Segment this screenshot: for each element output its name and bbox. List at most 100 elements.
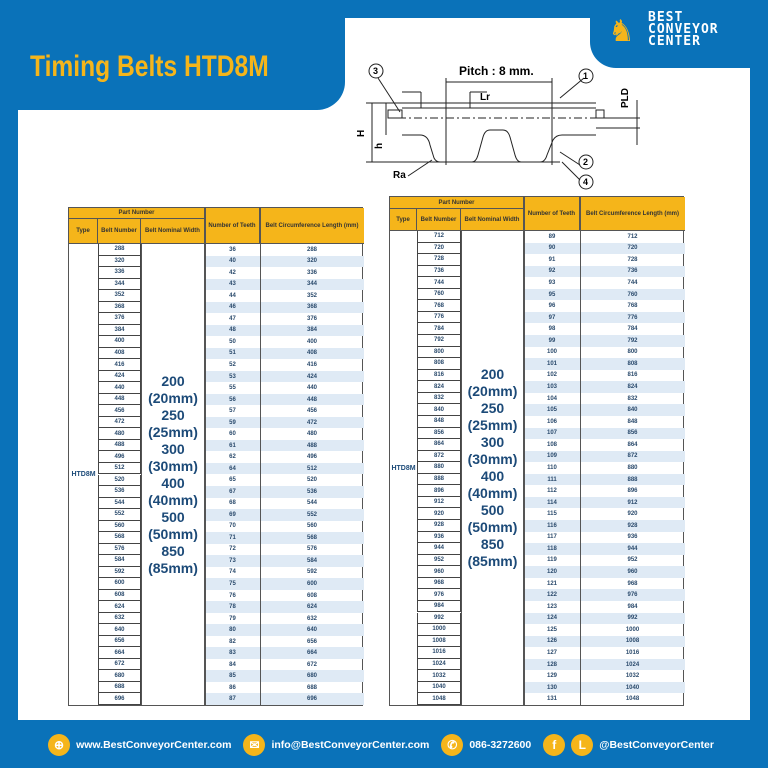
belt-number-cell: 1008	[417, 635, 461, 648]
length-cell: 832	[627, 395, 638, 402]
teeth-cell: 85	[205, 670, 260, 682]
teeth-cell: 64	[205, 462, 260, 475]
length-cell: 888	[580, 473, 685, 486]
length-cell: 720	[580, 242, 685, 255]
belt-number-cell: 584	[98, 555, 141, 567]
length-cell: 624	[260, 601, 364, 613]
length-cell: 480	[306, 431, 317, 438]
belt-number-cell: 656	[98, 635, 141, 648]
teeth-cell: 122	[524, 589, 580, 601]
teeth-cell: 82	[229, 638, 236, 645]
width-value: (20mm)	[148, 389, 198, 406]
belt-number-cell: 664	[98, 647, 141, 659]
teeth-cell: 56	[205, 393, 260, 406]
header-belt-number: Belt Number	[98, 219, 141, 244]
footer-contact-bar: ⊕ www.BestConveyorCenter.com ✉ info@Best…	[0, 730, 768, 760]
width-value: 300	[480, 434, 505, 450]
teeth-cell: 99	[524, 335, 580, 347]
length-cell: 952	[627, 557, 638, 564]
teeth-cell: 76	[229, 592, 236, 599]
length-cell: 680	[260, 670, 364, 682]
belt-number-cell: 696	[98, 693, 141, 705]
facebook-icon[interactable]: f	[543, 734, 566, 756]
line-icon[interactable]: L	[571, 734, 594, 756]
teeth-cell: 36	[229, 246, 236, 253]
lr-label: Lr	[480, 92, 490, 103]
logo-line: BEST	[648, 10, 684, 25]
length-cell: 928	[580, 520, 685, 532]
belt-number-cell: 488	[98, 439, 141, 452]
teeth-cell: 70	[229, 523, 236, 530]
social-handle[interactable]: @BestConveyorCenter	[599, 739, 714, 751]
mail-icon: ✉	[243, 734, 266, 756]
width-value: 400	[480, 468, 505, 484]
teeth-cell: 123	[546, 603, 557, 610]
teeth-cell: 65	[229, 477, 236, 484]
length-cell: 1016	[625, 649, 640, 656]
belt-number-cell: 480	[98, 428, 141, 440]
website-link[interactable]: www.BestConveyorCenter.com	[76, 739, 232, 751]
email-link[interactable]: info@BestConveyorCenter.com	[271, 739, 430, 751]
length-cell: 800	[627, 349, 638, 356]
header-type: Type	[390, 209, 417, 231]
length-cell: 1000	[625, 626, 640, 633]
belt-number-cell: 712	[417, 231, 461, 243]
length-cell: 984	[627, 603, 638, 610]
h-upper-label: H	[356, 130, 367, 137]
teeth-cell: 130	[524, 681, 580, 694]
width-value: 500	[161, 508, 185, 525]
teeth-cell: 42	[229, 269, 236, 276]
header-part-number: Part Number	[69, 208, 205, 219]
belt-table-right: Part Number Type Belt Number Belt Nominal W…	[389, 196, 685, 706]
length-cell: 560	[306, 523, 317, 530]
teeth-cell: 128	[524, 658, 580, 671]
length-cell: 768	[627, 303, 638, 310]
header-belt-width: Belt Nominal Width	[141, 219, 205, 244]
belt-number-cell: 944	[417, 543, 461, 555]
teeth-cell: 115	[547, 511, 557, 518]
length-cell: 840	[580, 404, 685, 416]
width-value: (30mm)	[467, 451, 518, 467]
pitch-label: Pitch : 8 mm.	[459, 64, 534, 78]
length-cell: 408	[260, 347, 364, 360]
teeth-cell: 86	[229, 684, 236, 691]
length-cell: 368	[260, 301, 364, 314]
length-cell: 344	[260, 278, 364, 291]
teeth-cell: 106	[546, 418, 557, 425]
belt-number-cell: 960	[417, 566, 461, 578]
teeth-cell: 67	[205, 486, 260, 498]
width-value: 500	[480, 502, 505, 518]
teeth-cell: 124	[524, 612, 580, 625]
length-cell: 656	[306, 638, 317, 645]
teeth-cell: 62	[229, 454, 236, 461]
header-belt-number: Belt Number	[417, 209, 461, 231]
length-cell: 632	[306, 615, 317, 622]
ra-label: Ra	[393, 170, 406, 181]
belt-number-cell: 1016	[417, 647, 461, 659]
phone-number[interactable]: 086-3272600	[469, 739, 532, 751]
teeth-cell: 97	[524, 311, 580, 324]
belt-number-cell: 728	[417, 254, 461, 266]
belt-number-cell: 744	[417, 277, 461, 289]
teeth-cell: 57	[229, 408, 236, 415]
width-value: 850	[480, 536, 505, 552]
length-cell: 376	[306, 315, 317, 322]
teeth-cell: 73	[205, 555, 260, 567]
belt-number-cell: 896	[417, 485, 461, 497]
length-cell: 536	[260, 486, 364, 498]
column-divider	[524, 197, 525, 705]
teeth-cell: 59	[205, 416, 260, 429]
belt-number-cell: 736	[417, 265, 461, 278]
belt-number-cell: 440	[98, 382, 141, 394]
teeth-cell: 96	[548, 303, 556, 310]
teeth-cell: 129	[546, 673, 557, 680]
type-cell: HTD8M	[71, 471, 96, 478]
teeth-cell: 105	[524, 404, 580, 416]
width-value: 250	[161, 406, 185, 423]
length-cell: 808	[580, 358, 685, 370]
teeth-cell: 47	[229, 315, 236, 322]
column-divider	[205, 208, 206, 705]
belt-number-cell: 544	[98, 497, 141, 510]
header-belt-width: Belt Nominal Width	[461, 209, 524, 231]
width-value: 300	[161, 440, 185, 457]
